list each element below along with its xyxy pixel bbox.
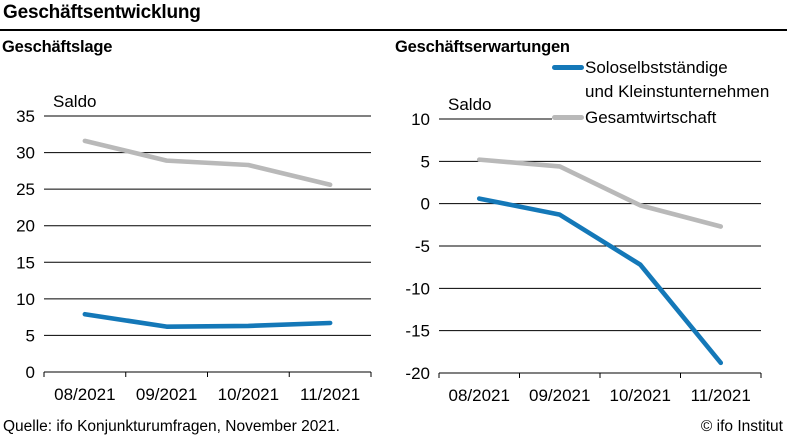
y-tick-label: 25	[16, 180, 35, 199]
y-tick-label: 20	[16, 217, 35, 236]
y-tick-label: 5	[26, 326, 35, 345]
chart-title-geschaeftserwartungen: Geschäftserwartungen	[395, 38, 570, 56]
legend-label: Gesamtwirtschaft	[585, 106, 716, 130]
axis-unit-label: Saldo	[53, 92, 96, 111]
y-tick-label: 5	[421, 152, 430, 171]
series-line-soloselbststaendige	[82, 311, 333, 329]
x-tick-label: 09/2021	[529, 386, 590, 405]
x-tick-label: 08/2021	[54, 385, 115, 404]
copyright-note: © ifo Institut	[700, 418, 783, 435]
legend-line-swatch-solo-icon	[552, 65, 584, 70]
x-tick-label: 11/2021	[691, 386, 751, 405]
x-tick-label: 09/2021	[136, 385, 197, 404]
y-tick-label: -20	[405, 364, 430, 383]
legend-label: Soloselbstständige und Kleinstunternehme…	[585, 56, 769, 103]
x-tick-label: 10/2021	[610, 386, 671, 405]
y-tick-label: 30	[16, 144, 35, 163]
legend-label-line: Soloselbstständige	[585, 58, 728, 77]
y-tick-label: 0	[421, 195, 430, 214]
legend-item-soloselbststaendige: Soloselbstständige und Kleinstunternehme…	[552, 56, 769, 103]
axis-unit-label: Saldo	[448, 95, 491, 114]
y-tick-label: 15	[16, 253, 35, 272]
y-tick-label: -5	[415, 237, 430, 256]
legend-item-gesamtwirtschaft: Gesamtwirtschaft	[552, 106, 769, 130]
x-tick-label: 08/2021	[449, 386, 510, 405]
x-tick-label: 10/2021	[218, 385, 279, 404]
legend-label-line: und Kleinstunternehmen	[585, 81, 770, 101]
y-tick-label: 35	[16, 107, 35, 126]
legend-label-line: Gesamtwirtschaft	[585, 108, 717, 127]
source-note: Quelle: ifo Konjunkturumfragen, November…	[3, 418, 340, 435]
legend-line-swatch-gesamt-icon	[552, 115, 584, 120]
chart-title-geschaeftslage: Geschäftslage	[2, 38, 113, 56]
series-line-soloselbststaendige	[476, 196, 724, 366]
series-line-gesamtwirtschaft	[82, 138, 333, 188]
y-tick-label: -15	[405, 322, 430, 341]
series-line-gesamtwirtschaft	[476, 157, 724, 229]
y-tick-label: 0	[26, 363, 35, 382]
legend: Soloselbstständige und Kleinstunternehme…	[552, 56, 770, 130]
y-tick-label: -10	[405, 279, 430, 298]
title-rule	[0, 29, 787, 31]
y-tick-label: 10	[411, 110, 430, 129]
x-tick-label: 11/2021	[300, 385, 360, 404]
y-tick-label: 10	[16, 290, 35, 309]
page-title: Geschäftsentwicklung	[3, 2, 201, 23]
